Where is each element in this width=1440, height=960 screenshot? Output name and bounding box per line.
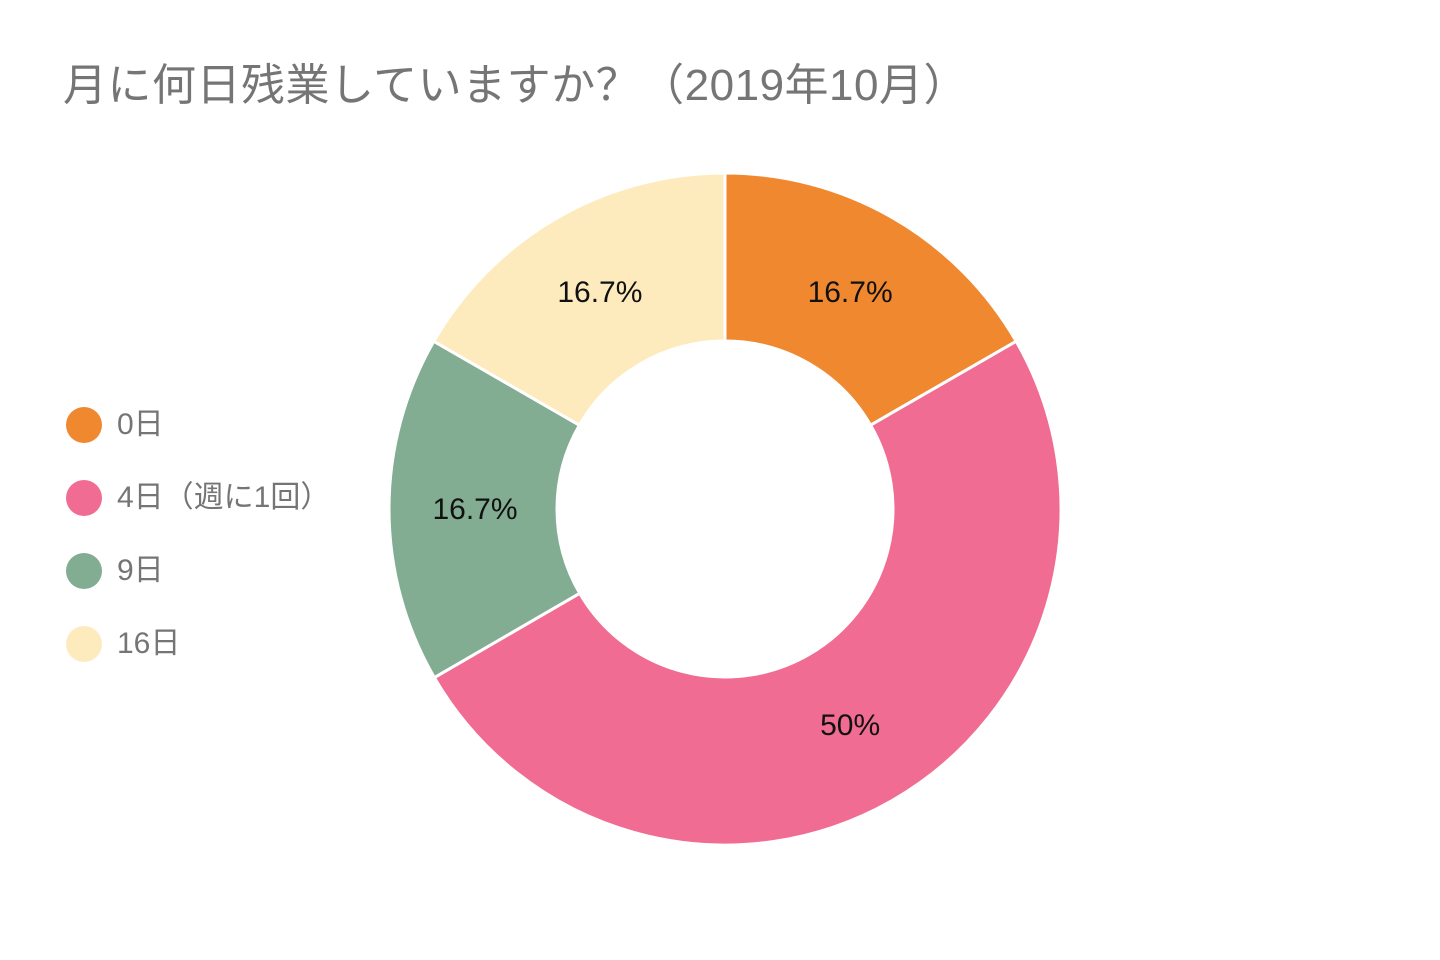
slice-percent-label: 50% (820, 709, 880, 742)
legend-label: 4日（週に1回） (117, 481, 331, 514)
legend-swatch (66, 626, 102, 662)
donut-slice (432, 339, 1063, 847)
chart-title: 月に何日残業していますか？（2019年10月） (63, 61, 969, 110)
slice-percent-label: 16.7% (432, 493, 517, 526)
legend-swatch (66, 553, 102, 589)
legend-label: 0日 (117, 408, 164, 441)
donut-slice (723, 171, 1018, 427)
legend-item: 4日（週に1回） (66, 480, 330, 516)
legend-item: 9日 (66, 553, 330, 589)
donut-slice (432, 171, 727, 427)
legend-item: 0日 (66, 407, 330, 443)
legend-swatch (66, 407, 102, 443)
legend-item: 16日 (66, 626, 330, 662)
slice-percent-label: 16.7% (808, 276, 893, 309)
slice-percent-label: 16.7% (557, 276, 642, 309)
chart-legend: 0日 4日（週に1回） 9日 16日 (66, 407, 330, 662)
legend-label: 9日 (117, 554, 164, 587)
legend-swatch (66, 480, 102, 516)
donut-slice (387, 339, 582, 680)
legend-label: 16日 (117, 627, 181, 660)
